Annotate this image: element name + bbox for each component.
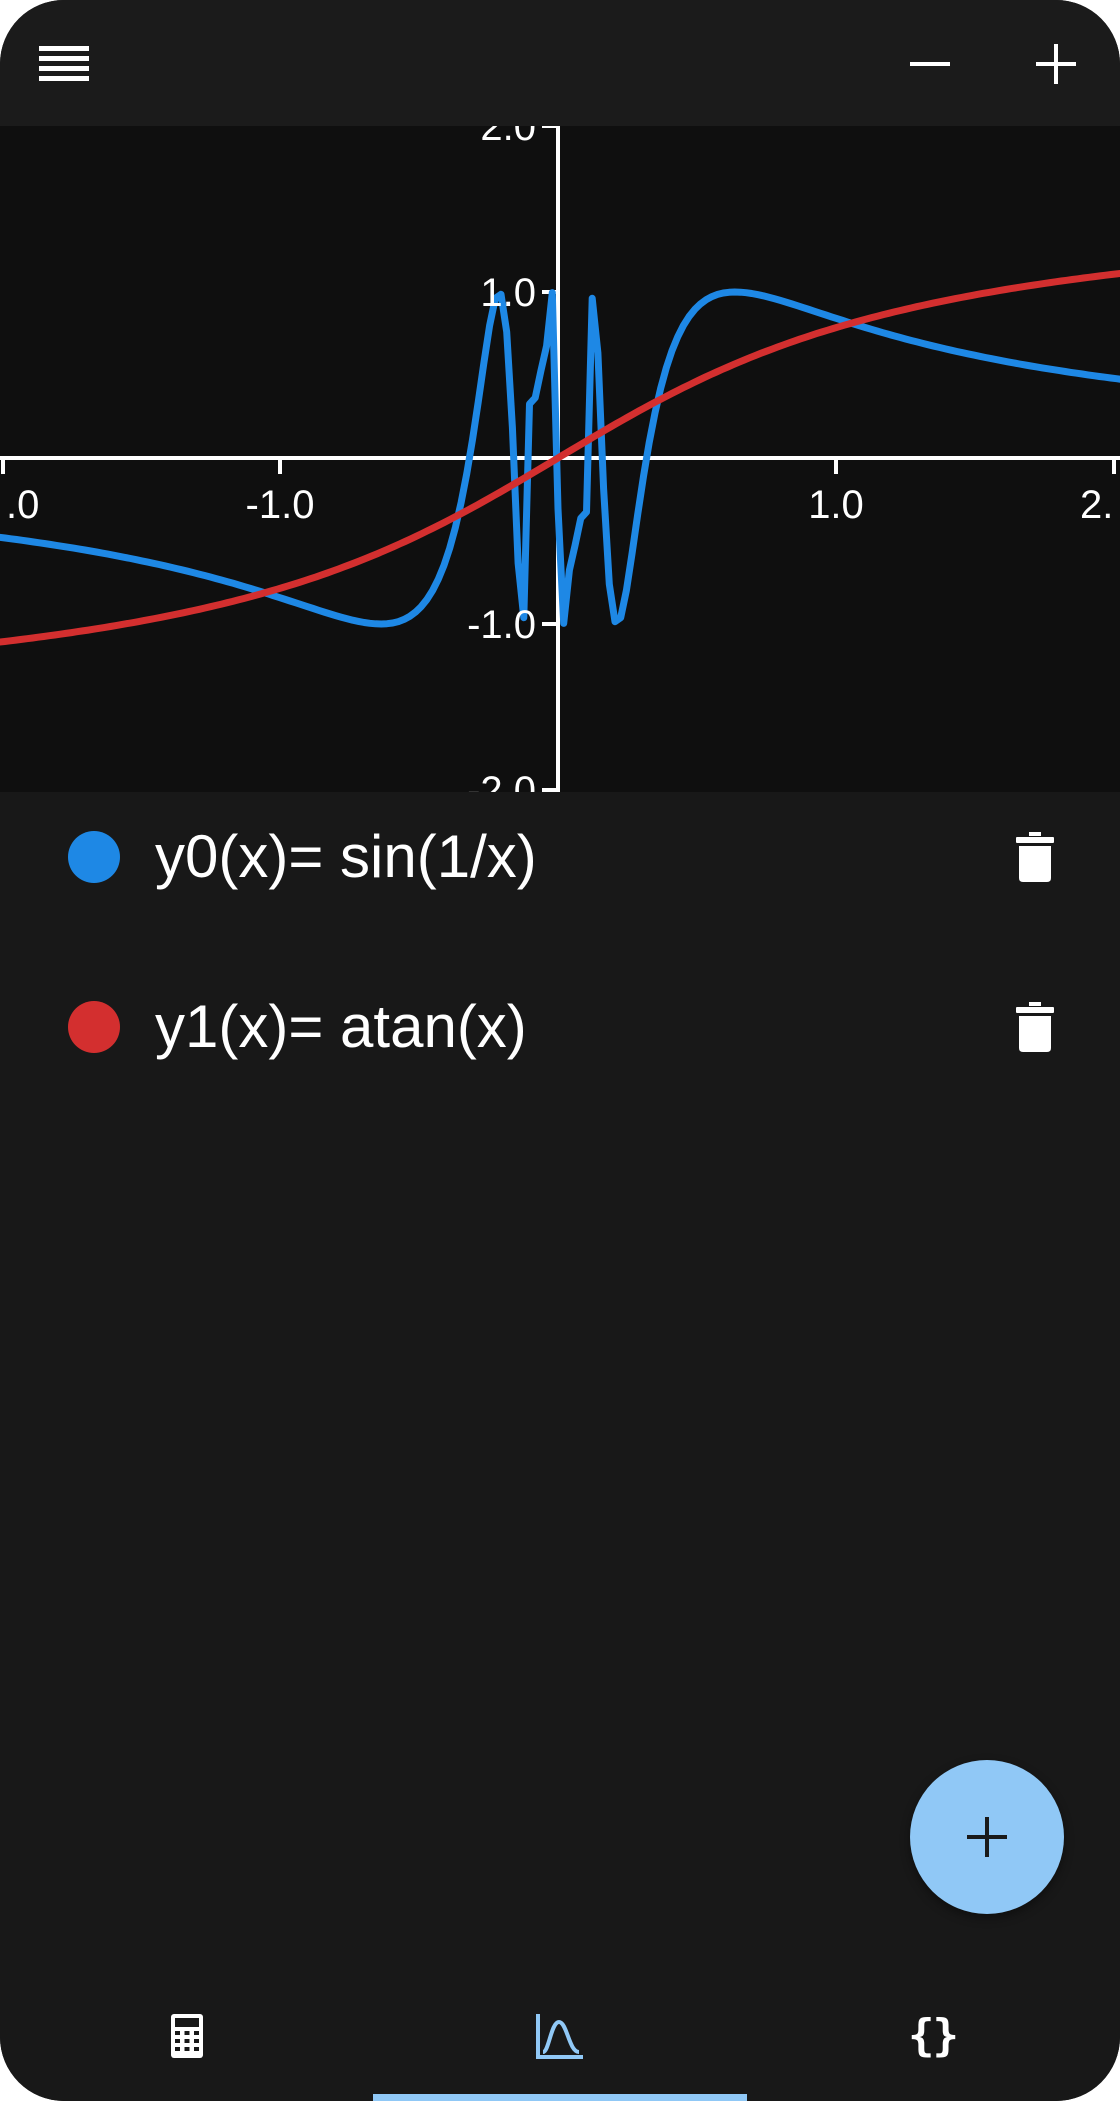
series-line [0,288,1120,628]
delete-function-button[interactable] [1005,997,1065,1057]
plot-curves [0,269,1120,646]
nav-graph[interactable] [373,1970,746,2101]
function-row-y1[interactable]: y1(x)= atan(x) [0,962,1120,1092]
bottom-navigation: {} [0,1970,1120,2101]
top-app-bar [0,0,1120,126]
y-tick-label: -2.0 [467,769,536,792]
x-tick-label: -1.0 [246,483,315,527]
y-tick-label: 2.0 [480,126,536,149]
zoom-out-button[interactable] [894,34,966,94]
add-function-button[interactable] [910,1760,1064,1914]
function-color-dot[interactable] [68,831,120,883]
menu-button[interactable] [28,34,100,94]
trash-icon [1016,832,1054,882]
zoom-in-button[interactable] [1020,34,1092,94]
plot-tick-labels: .0 -1.0 1.0 2. 2.0 1.0 -1.0 -2.0 [6,126,1113,792]
trash-icon [1016,1002,1054,1052]
menu-icon [39,46,89,81]
graph-icon [535,2013,583,2059]
function-plot[interactable]: .0 -1.0 1.0 2. 2.0 1.0 -1.0 -2.0 [0,126,1120,792]
code-braces-icon: {} [908,2010,959,2061]
minus-icon [910,62,950,66]
y-tick-label: 1.0 [480,271,536,315]
plus-icon [967,1817,1007,1857]
delete-function-button[interactable] [1005,827,1065,887]
graph-canvas[interactable]: .0 -1.0 1.0 2. 2.0 1.0 -1.0 -2.0 [0,126,1120,792]
function-row-y0[interactable]: y0(x)= sin(1/x) [0,792,1120,922]
plus-icon [1036,44,1076,84]
function-expression[interactable]: y0(x)= sin(1/x) [155,823,537,890]
series-line [0,269,1120,646]
nav-calculator[interactable] [0,1970,373,2101]
function-color-dot[interactable] [68,1001,120,1053]
y-tick-label: -1.0 [467,603,536,647]
calculator-icon [170,2013,203,2058]
function-expression[interactable]: y1(x)= atan(x) [155,993,527,1060]
x-tick-label: 1.0 [808,483,864,527]
active-tab-indicator [373,2094,747,2101]
x-tick-label: 2. [1080,483,1113,527]
x-tick-label: .0 [6,483,39,527]
nav-code[interactable]: {} [746,1970,1119,2101]
